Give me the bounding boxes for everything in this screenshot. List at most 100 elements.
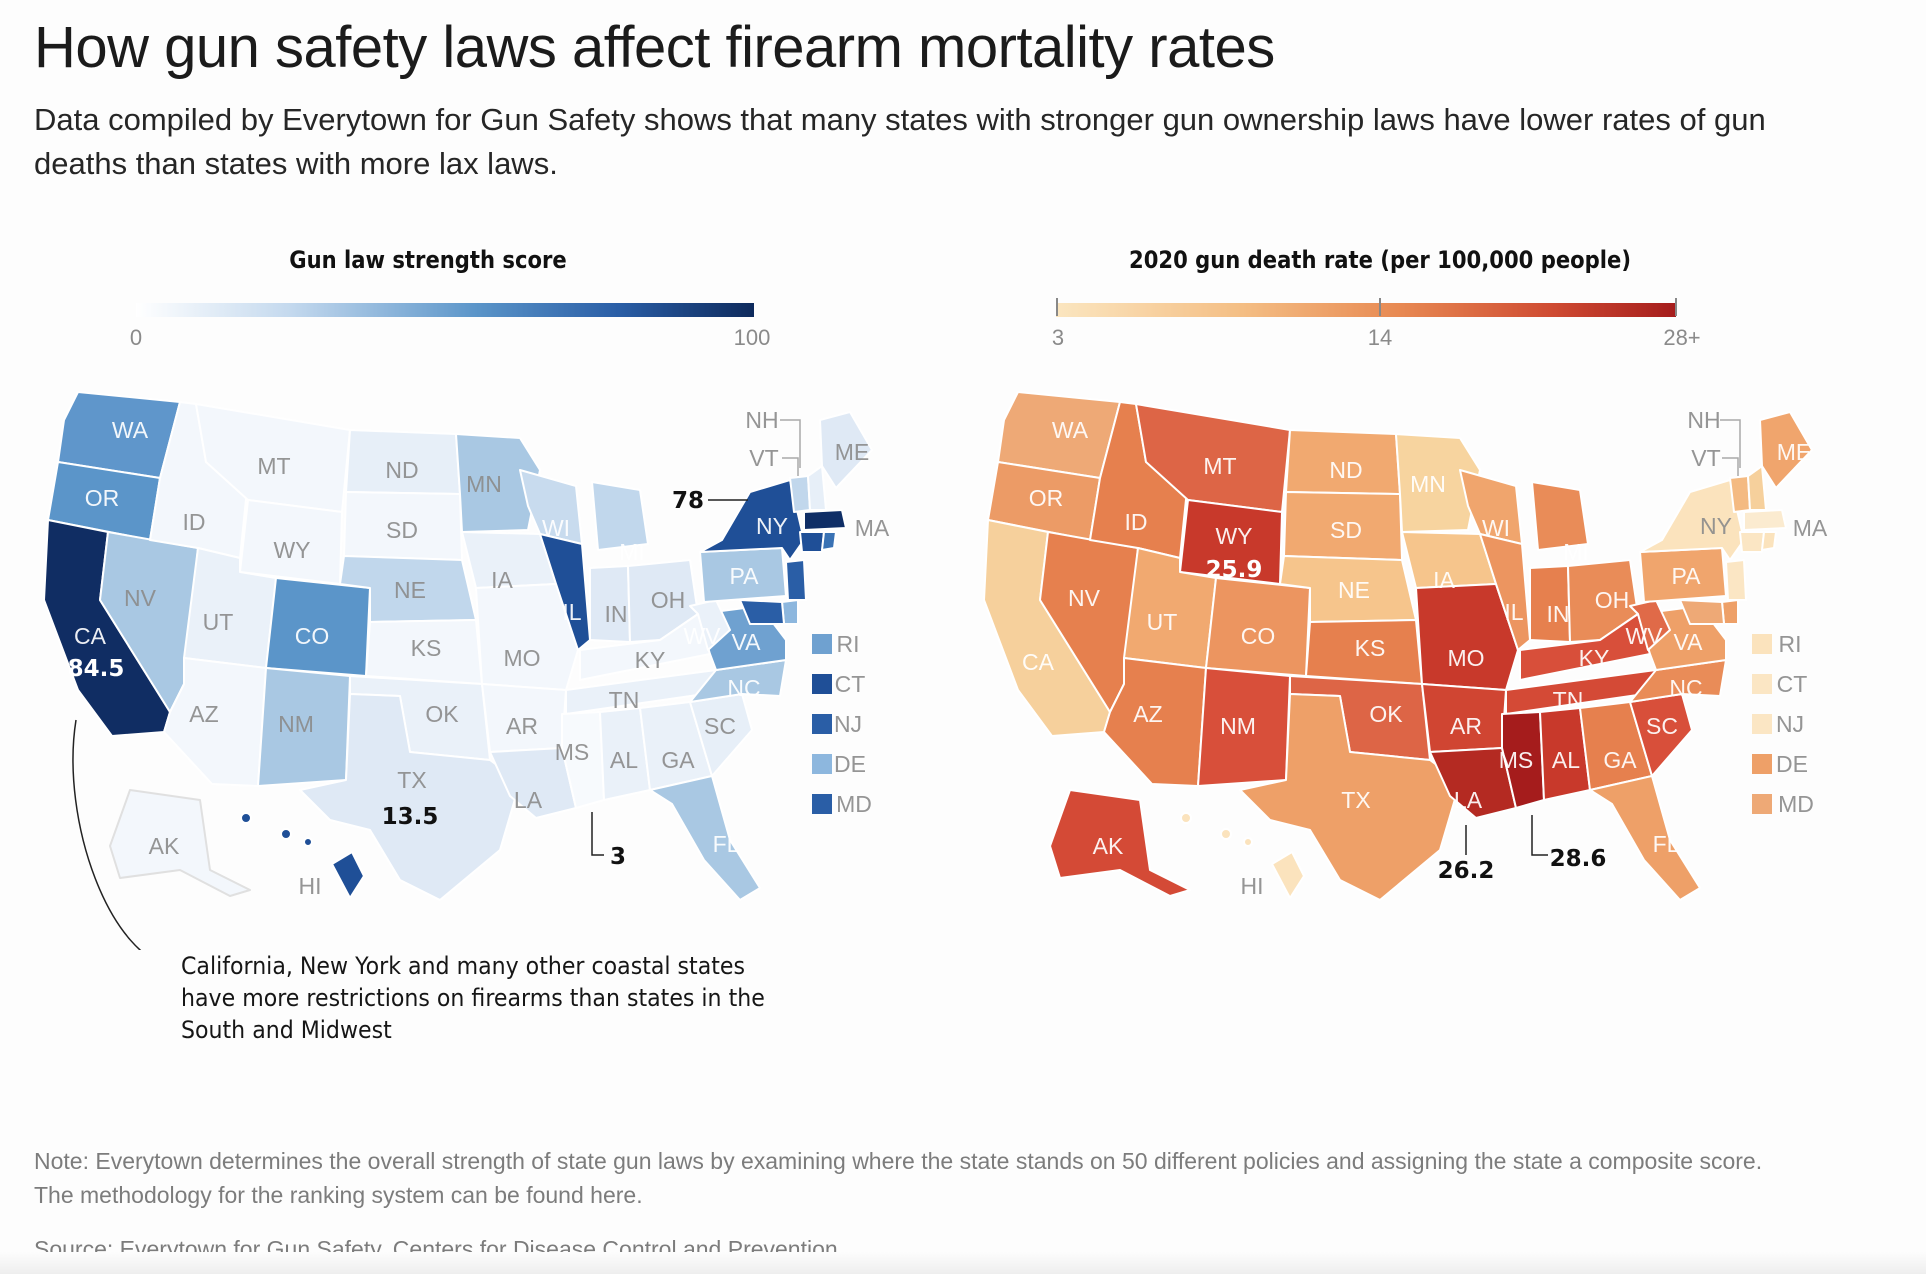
label-MI: MI bbox=[619, 539, 645, 565]
label-MD: MD bbox=[1778, 791, 1814, 817]
left-small-state-keys bbox=[812, 634, 832, 814]
right-scale-tick-mid bbox=[1379, 298, 1381, 316]
label-WI: WI bbox=[1482, 515, 1510, 541]
label-WY: WY bbox=[273, 537, 310, 563]
label-SC: SC bbox=[704, 713, 736, 739]
state-MO bbox=[1415, 583, 1519, 691]
state-MA bbox=[1743, 509, 1787, 531]
label-MN: MN bbox=[1410, 471, 1446, 497]
callout-LA: 26.2 bbox=[1438, 858, 1495, 884]
right-legend-title: 2020 gun death rate (per 100,000 people) bbox=[1129, 246, 1631, 274]
label-SD: SD bbox=[386, 517, 418, 543]
label-TN: TN bbox=[1553, 687, 1584, 713]
label-NM: NM bbox=[1220, 713, 1256, 739]
label-WV: WV bbox=[1625, 623, 1663, 649]
state-CT bbox=[1739, 531, 1765, 553]
state-NH bbox=[1747, 465, 1767, 511]
label-OK: OK bbox=[1369, 701, 1403, 727]
ms-right-leader bbox=[1531, 815, 1548, 856]
label-ND: ND bbox=[1329, 457, 1362, 483]
label-ME: ME bbox=[835, 439, 870, 465]
label-IL: IL bbox=[562, 599, 581, 625]
label-UT: UT bbox=[203, 609, 234, 635]
right-state-labels: WA OR CA NV ID MT WY UT CO AZ NM ND SD N… bbox=[1022, 407, 1828, 899]
label-AZ: AZ bbox=[189, 701, 218, 727]
label-NJ: NJ bbox=[1776, 711, 1804, 737]
right-color-scale bbox=[1056, 303, 1676, 317]
label-MD: MD bbox=[836, 791, 872, 817]
label-HI: HI bbox=[299, 873, 322, 899]
label-NE: NE bbox=[1338, 577, 1370, 603]
state-IL bbox=[1479, 533, 1531, 651]
state-TX bbox=[1239, 693, 1461, 901]
label-MA: MA bbox=[1793, 515, 1828, 541]
state-IL bbox=[539, 533, 591, 651]
label-AK: AK bbox=[149, 833, 180, 859]
label-WI: WI bbox=[542, 515, 570, 541]
label-AL: AL bbox=[1552, 747, 1580, 773]
label-NC: NC bbox=[727, 675, 760, 701]
label-MA: MA bbox=[855, 515, 890, 541]
ca-annotation-leader bbox=[72, 719, 142, 950]
label-VT: VT bbox=[1691, 445, 1720, 471]
state-AK bbox=[1049, 789, 1191, 897]
label-VA: VA bbox=[732, 629, 762, 655]
label-OK: OK bbox=[425, 701, 459, 727]
label-WV: WV bbox=[683, 623, 721, 649]
label-ID: ID bbox=[1125, 509, 1148, 535]
left-color-scale bbox=[136, 303, 754, 317]
label-SD: SD bbox=[1330, 517, 1362, 543]
left-value-callouts: 84.5 78 13.5 3 bbox=[68, 488, 704, 870]
label-TX: TX bbox=[397, 767, 426, 793]
label-CA: CA bbox=[1022, 649, 1055, 675]
state-HI bbox=[1271, 851, 1305, 899]
methodology-note: Note: Everytown determines the overall s… bbox=[34, 1148, 1763, 1208]
state-MI bbox=[591, 481, 649, 551]
label-NY: NY bbox=[1700, 513, 1732, 539]
state-MN bbox=[455, 433, 541, 533]
state-HI bbox=[331, 851, 365, 899]
state-VT bbox=[1729, 475, 1751, 513]
label-AZ: AZ bbox=[1133, 701, 1162, 727]
label-DE: DE bbox=[1776, 751, 1808, 777]
label-CA: CA bbox=[74, 623, 107, 649]
callout-WY: 25.9 bbox=[1206, 557, 1263, 583]
label-GA: GA bbox=[661, 747, 695, 773]
label-ND: ND bbox=[385, 457, 418, 483]
label-OR: OR bbox=[85, 485, 120, 511]
label-NH: NH bbox=[1687, 407, 1720, 433]
label-CT: CT bbox=[1777, 671, 1808, 697]
leader-lines bbox=[72, 419, 1741, 950]
label-IA: IA bbox=[1433, 567, 1455, 593]
state-NH bbox=[807, 465, 827, 511]
callout-CA: 84.5 bbox=[68, 656, 125, 682]
label-IL: IL bbox=[1504, 599, 1523, 625]
ca-annotation: California, New York and many other coas… bbox=[181, 952, 765, 1044]
vt-leader-right bbox=[1722, 457, 1739, 476]
label-MO: MO bbox=[1447, 645, 1484, 671]
state-MA bbox=[803, 509, 847, 531]
label-WA: WA bbox=[1052, 417, 1089, 443]
callout-MS: 3 bbox=[610, 844, 626, 870]
label-VA: VA bbox=[1674, 629, 1704, 655]
state-TX bbox=[299, 693, 521, 901]
label-IN: IN bbox=[605, 601, 628, 627]
label-NY: NY bbox=[756, 513, 788, 539]
state-ME bbox=[819, 411, 873, 489]
state-AK bbox=[109, 789, 251, 897]
label-MI: MI bbox=[1563, 539, 1589, 565]
label-AK: AK bbox=[1093, 833, 1124, 859]
state-RI bbox=[1761, 531, 1777, 551]
label-GA: GA bbox=[1603, 747, 1637, 773]
state-FL bbox=[649, 775, 761, 901]
state-NY bbox=[699, 479, 805, 561]
gun-death-map bbox=[983, 391, 1813, 901]
right-value-callouts: 25.9 26.2 28.6 bbox=[1206, 557, 1607, 884]
state-LA bbox=[489, 747, 577, 819]
state-MO bbox=[475, 583, 579, 691]
label-DE: DE bbox=[834, 751, 866, 777]
label-AR: AR bbox=[1450, 713, 1482, 739]
label-FL: FL bbox=[1653, 831, 1680, 857]
label-HI: HI bbox=[1241, 873, 1264, 899]
label-VT: VT bbox=[749, 445, 778, 471]
